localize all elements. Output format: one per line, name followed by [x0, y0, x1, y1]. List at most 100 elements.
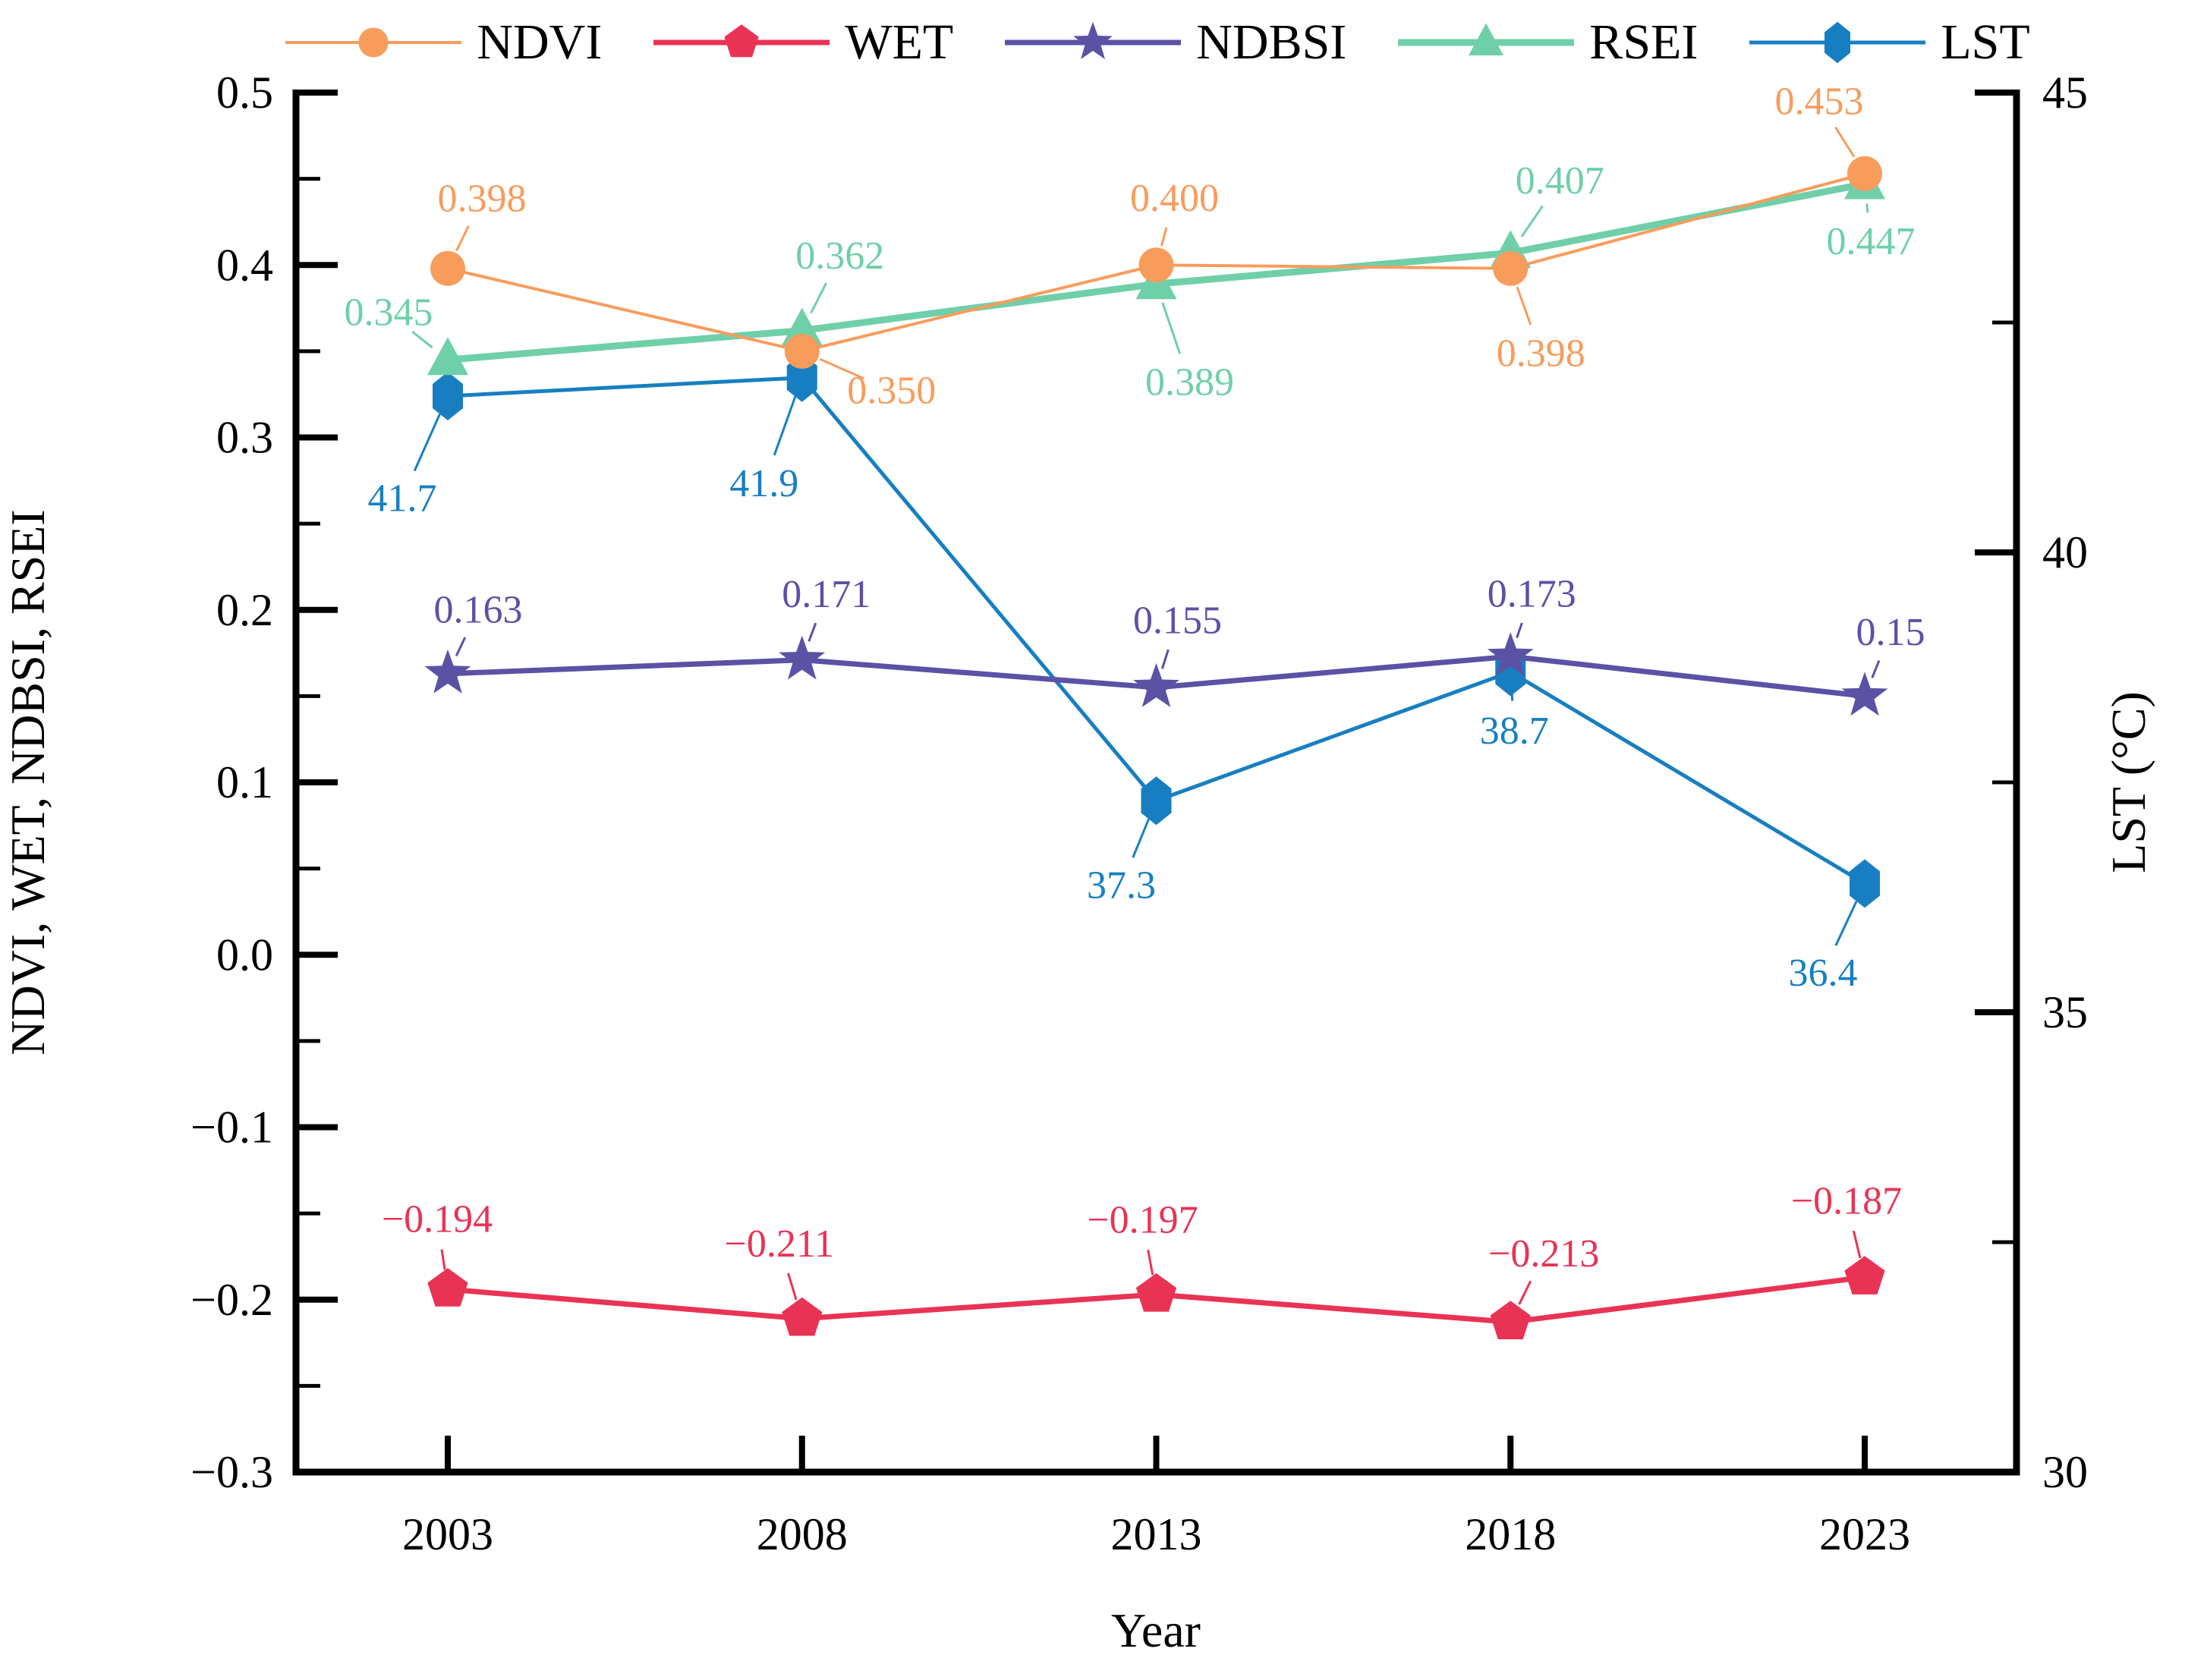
- lst-label-leader: [1834, 901, 1858, 946]
- ndvi-marker: [784, 333, 820, 369]
- ndbsi-label-leader: [1160, 649, 1170, 669]
- wet-marker: [1135, 1273, 1177, 1312]
- ndvi-label-leader: [819, 357, 864, 380]
- wet-point-label: −0.213: [1488, 1232, 1599, 1276]
- ndbsi-point-label: 0.173: [1488, 573, 1576, 616]
- wet-marker: [1490, 1301, 1531, 1339]
- y-left-tick-label: −0.2: [190, 1275, 273, 1325]
- y-right-tick-label: 35: [2042, 987, 2088, 1037]
- legend-item-rsei: RSEI: [1395, 14, 1698, 71]
- series-ndbsi: 0.163 0.171 0.155 0.173 0.15: [424, 573, 1925, 716]
- y-left-tick-label: 0.2: [216, 585, 273, 635]
- x-axis-title: Year: [1111, 1603, 1201, 1657]
- lst-marker: [1141, 776, 1172, 826]
- y-left-tick-label: 0.1: [216, 757, 273, 807]
- x-tick-label: 2008: [757, 1509, 848, 1559]
- wet-point-label: −0.187: [1791, 1180, 1902, 1223]
- ndbsi-marker: [424, 649, 471, 694]
- wet-point-label: −0.194: [382, 1198, 493, 1241]
- wet-label-leader: [1518, 1280, 1532, 1305]
- legend-item-wet: WET: [650, 14, 953, 71]
- ndvi-point-label: 0.400: [1130, 177, 1219, 220]
- lst-legend-marker-icon: [1749, 21, 1926, 64]
- legend-marker: [1073, 21, 1113, 60]
- ndbsi-point-label: 0.171: [782, 573, 871, 616]
- ndbsi-marker: [1487, 632, 1534, 676]
- wet-marker: [782, 1297, 823, 1336]
- legend-label: NDVI: [477, 14, 603, 70]
- lst-point-label: 38.7: [1480, 709, 1549, 753]
- lst-point-label: 41.7: [368, 477, 437, 520]
- x-tick-label: 2018: [1465, 1509, 1556, 1559]
- y-axis-right-title: LST (°C): [2102, 691, 2155, 873]
- rsei-point-label: 0.447: [1827, 220, 1916, 263]
- ndbsi-marker: [779, 635, 826, 680]
- series-wet: −0.194 −0.211 −0.197 −0.213 −0.187: [382, 1180, 1902, 1339]
- lst-point-label: 41.9: [729, 462, 798, 505]
- ndbsi-label-leader: [455, 637, 467, 657]
- series-lst: 41.7 41.9 37.3 38.7 36.4: [368, 353, 1880, 995]
- legend-marker: [358, 27, 389, 58]
- ndvi-point-label: 0.398: [1497, 332, 1585, 375]
- ndvi-label-leader: [1516, 286, 1532, 326]
- legend-item-lst: LST: [1746, 14, 2030, 71]
- legend-item-ndbsi: NDBSI: [1002, 14, 1346, 71]
- legend-label: LST: [1941, 14, 2030, 70]
- ndvi-point-label: 0.453: [1775, 80, 1864, 123]
- ndbsi-label-leader: [1871, 659, 1881, 678]
- rsei-label-leader: [1865, 203, 1869, 213]
- chart-legend: NDVI WET NDBSI RSEI LST: [285, 6, 2030, 79]
- wet-point-label: −0.211: [725, 1222, 834, 1266]
- wet-label-leader: [1852, 1230, 1862, 1259]
- lst-point-label: 36.4: [1789, 952, 1858, 995]
- lst-label-leader: [1510, 691, 1514, 701]
- lst-label-leader: [773, 395, 797, 456]
- rsei-point-label: 0.389: [1145, 361, 1234, 404]
- ndvi-label-leader: [455, 225, 470, 252]
- legend-label: NDBSI: [1196, 14, 1347, 70]
- rsei-legend-marker-icon: [1398, 23, 1575, 55]
- x-tick-label: 2023: [1819, 1509, 1910, 1559]
- wet-label-leader: [1147, 1250, 1154, 1276]
- chart-render-root: 0.5 0.4 0.3 0.2 0.1 0.0 −0.1 −0.2 −0.3 45 40 35 30 20…: [190, 68, 2088, 1559]
- y-left-tick-label: −0.1: [190, 1103, 273, 1153]
- legend-label: WET: [845, 14, 954, 70]
- ndvi-marker: [1847, 156, 1882, 191]
- legend-marker: [1825, 21, 1851, 64]
- y-left-tick-label: 0.0: [216, 930, 273, 980]
- rsei-point-label: 0.362: [795, 234, 884, 278]
- ndvi-point-label: 0.398: [438, 177, 527, 220]
- wet-marker: [427, 1268, 468, 1307]
- ndvi-label-leader: [1834, 126, 1856, 158]
- rsei-label-leader: [1520, 205, 1544, 238]
- lst-marker: [433, 371, 463, 420]
- ndvi-marker: [1138, 247, 1174, 283]
- wet-label-leader: [440, 1249, 446, 1270]
- rsei-marker: [781, 307, 823, 346]
- y-left-tick-label: 0.5: [216, 68, 273, 118]
- legend-item-ndvi: NDVI: [282, 14, 602, 71]
- rsei-point-label: 0.407: [1516, 159, 1604, 203]
- rsei-point-label: 0.345: [345, 291, 433, 335]
- ndvi-label-leader: [1160, 227, 1168, 247]
- ndbsi-point-label: 0.163: [434, 588, 523, 631]
- lst-label-leader: [1132, 818, 1151, 858]
- ndbsi-label-leader: [1516, 622, 1523, 638]
- y-right-tick-label: 45: [2042, 68, 2088, 118]
- ndbsi-point-label: 0.15: [1856, 611, 1925, 654]
- y-right-tick-label: 40: [2042, 527, 2088, 577]
- y-left-tick-label: −0.3: [190, 1447, 273, 1497]
- y-left-tick-label: 0.3: [216, 413, 273, 463]
- ndvi-point-label: 0.350: [847, 369, 936, 412]
- wet-marker: [1844, 1256, 1885, 1295]
- lst-label-leader: [413, 414, 441, 472]
- legend-marker: [724, 24, 759, 58]
- y-right-tick-label: 30: [2042, 1447, 2088, 1497]
- ndbsi-label-leader: [808, 622, 817, 642]
- wet-point-label: −0.197: [1087, 1198, 1198, 1241]
- x-tick-label: 2003: [402, 1509, 493, 1559]
- wet-legend-marker-icon: [653, 24, 830, 58]
- y-axis-left-title: NDVI, WET, NDBSI, RSEI: [1, 509, 55, 1055]
